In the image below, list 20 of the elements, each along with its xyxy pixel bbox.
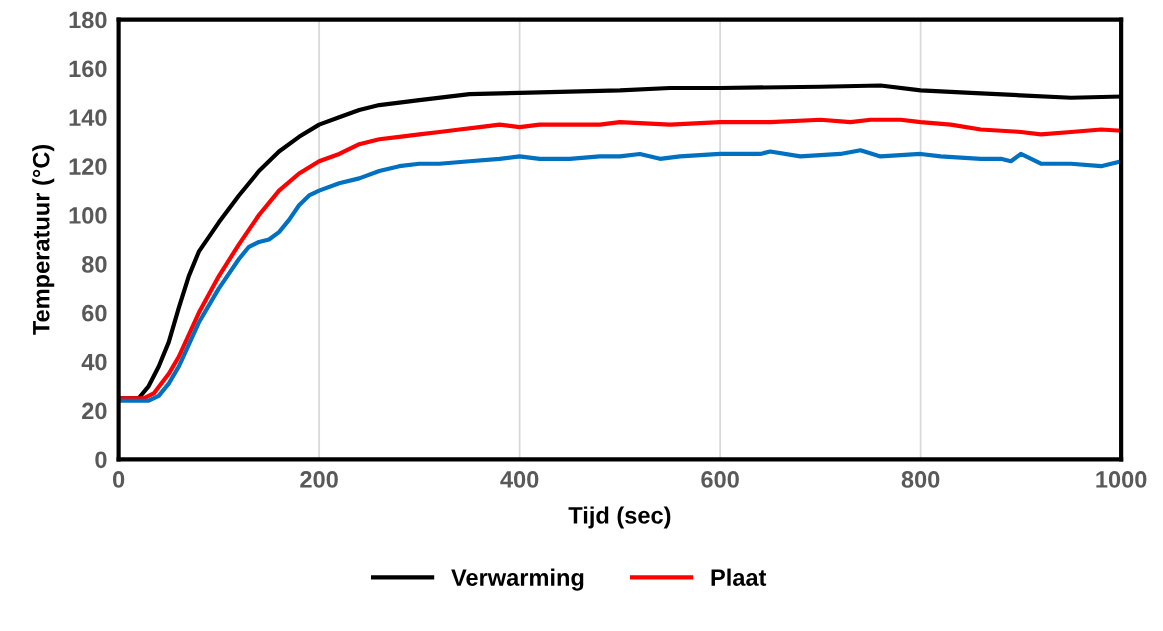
y-tick-label: 80	[82, 255, 107, 273]
y-tick-label: 160	[69, 60, 107, 78]
y-tick-label: 20	[82, 402, 107, 420]
x-tick-label: 0	[112, 471, 125, 488]
y-tick-label: 180	[69, 11, 107, 29]
y-tick-label: 100	[69, 207, 107, 224]
y-tick-label: 120	[69, 158, 107, 175]
x-tick-label: 600	[701, 471, 739, 488]
x-tick-label: 800	[901, 471, 940, 488]
x-tick-label: 1000	[1096, 471, 1147, 488]
y-axis-title: Temperatuur (°C)	[32, 144, 55, 335]
y-tick-label: 60	[82, 304, 107, 322]
y-tick-label: 0	[95, 451, 107, 469]
x-tick-label: 400	[500, 471, 539, 488]
legend-label: Verwarming	[451, 568, 584, 591]
legend-label: Plaat	[711, 568, 767, 586]
y-tick-label: 40	[81, 353, 107, 371]
y-tick-label: 140	[69, 109, 107, 127]
x-tick-label: 200	[300, 471, 338, 488]
x-axis-title: Tijd (sec)	[568, 506, 671, 529]
